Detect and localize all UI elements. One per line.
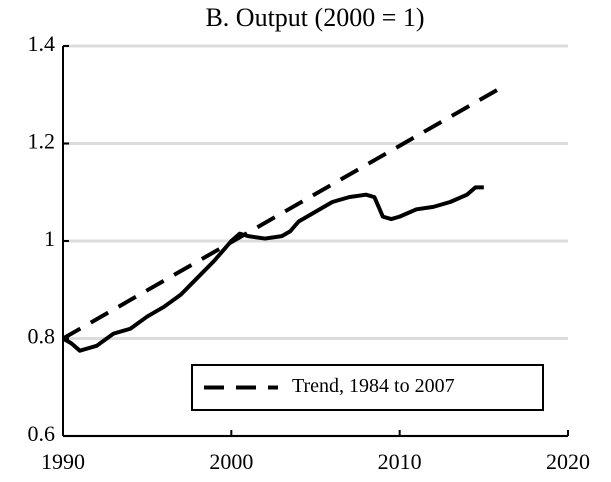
y-tick-label: 1.4: [28, 31, 56, 56]
y-tick-label: 0.6: [28, 421, 56, 446]
x-tick-label: 2000: [209, 449, 253, 474]
legend-label: Trend, 1984 to 2007: [292, 375, 455, 397]
y-tick-label: 1: [44, 226, 55, 251]
y-tick-label: 1.2: [28, 129, 56, 154]
x-tick-label: 2010: [378, 449, 422, 474]
series-line: [62, 88, 499, 341]
series-line: [61, 185, 484, 353]
y-tick-label: 0.8: [28, 324, 56, 349]
x-tick-label: 2020: [546, 449, 590, 474]
x-tick-label: 1990: [41, 449, 85, 474]
chart-title: B. Output (2000 = 1): [205, 3, 424, 32]
